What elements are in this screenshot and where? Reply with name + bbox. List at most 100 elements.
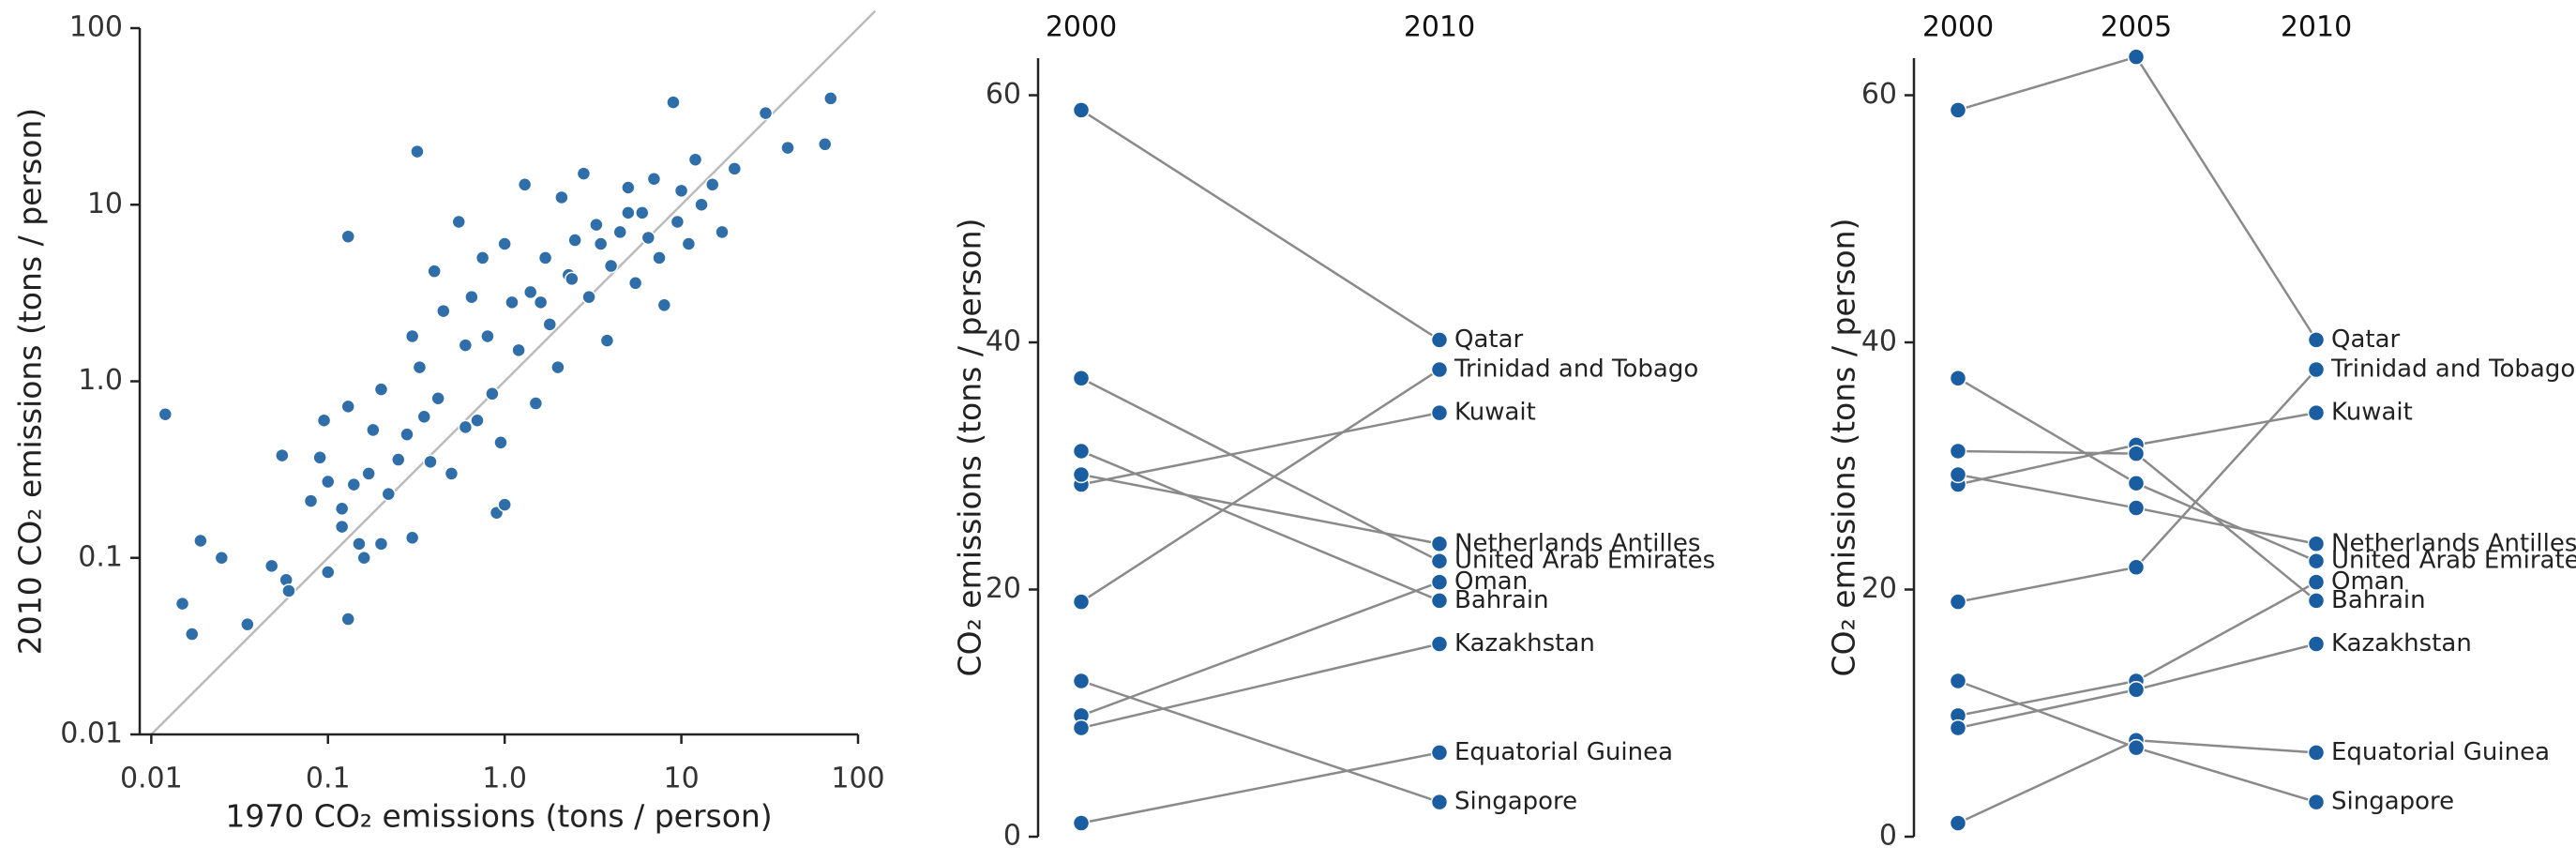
point (2127, 474, 2146, 492)
point (2307, 360, 2326, 379)
point (2307, 403, 2326, 422)
point (2307, 635, 2326, 653)
point (381, 486, 397, 502)
point (635, 205, 650, 220)
point (464, 289, 479, 305)
point (646, 171, 662, 187)
point (1430, 793, 1449, 811)
slope-line (1080, 411, 1440, 486)
slope-line (1080, 679, 1440, 804)
point (410, 144, 425, 159)
point (458, 419, 474, 435)
point (1949, 101, 1967, 119)
series-label: Equatorial Guinea (2331, 738, 2550, 766)
point (1949, 672, 1967, 690)
point (705, 177, 720, 192)
series-label: Bahrain (1454, 586, 1549, 614)
point (240, 616, 255, 632)
slope-line (1957, 55, 2318, 341)
point (589, 217, 604, 233)
point (436, 303, 451, 319)
point (727, 161, 743, 176)
point (1430, 535, 1449, 553)
series-label: Qatar (2331, 325, 2401, 354)
point (303, 493, 319, 508)
series-label: Equatorial Guinea (1454, 738, 1673, 766)
point (312, 450, 327, 465)
series-label: Qatar (1454, 325, 1524, 354)
y-tick-label: 40 (1861, 325, 1897, 358)
series-label: Oman (1454, 567, 1528, 596)
point (533, 295, 549, 310)
point (356, 551, 371, 566)
point (2307, 793, 2326, 811)
point (1430, 635, 1449, 653)
slope-line (1080, 368, 1440, 603)
point (656, 297, 672, 313)
point (264, 558, 279, 574)
point (214, 551, 230, 566)
x-category-label: 2000 (1922, 11, 1994, 44)
point (1072, 814, 1091, 832)
point (340, 229, 355, 244)
point (666, 95, 681, 110)
point (2127, 558, 2146, 577)
point (528, 396, 544, 411)
point (603, 258, 619, 274)
y-tick-label: 40 (986, 325, 1021, 358)
series-label: Kazakhstan (1454, 629, 1595, 658)
point (2307, 573, 2326, 591)
point (2307, 552, 2326, 570)
point (475, 250, 490, 265)
point (316, 413, 332, 429)
x-tick-label: 10 (663, 763, 699, 795)
point (550, 359, 565, 375)
point (275, 447, 290, 463)
point (567, 233, 582, 248)
point (412, 359, 428, 375)
point (1949, 465, 1967, 484)
slope-line (1080, 473, 1440, 545)
series-label: United Arab Emirates (1454, 547, 1715, 575)
y-tick-label: 20 (1861, 572, 1897, 605)
series-label: Kazakhstan (2331, 629, 2472, 658)
point (361, 466, 376, 481)
point (2307, 744, 2326, 762)
point (517, 177, 533, 192)
point (1949, 718, 1967, 737)
point (511, 342, 526, 358)
point (193, 533, 208, 549)
point (321, 565, 336, 580)
y-axis-label: 2010 CO₂ emissions (tons / person) (12, 108, 49, 655)
point (715, 224, 730, 240)
point (430, 390, 445, 406)
point (480, 328, 495, 344)
series-label: Netherlands Antilles (2331, 529, 2576, 557)
point (687, 152, 703, 167)
point (185, 627, 200, 642)
series-label: Singapore (2331, 788, 2454, 816)
point (334, 519, 350, 535)
point (1072, 101, 1091, 119)
point (2127, 48, 2146, 66)
y-tick-label: 0 (1879, 820, 1897, 853)
series-label: United Arab Emirates (2331, 547, 2576, 575)
reference-line (150, 9, 877, 735)
series-label: Trinidad and Tobago (2330, 355, 2575, 384)
series-label: Singapore (1454, 788, 1577, 816)
point (1949, 369, 1967, 387)
x-category-label: 2005 (2101, 11, 2172, 44)
x-category-label: 2000 (1046, 11, 1117, 44)
point (1430, 360, 1449, 379)
point (2307, 535, 2326, 553)
point (1949, 442, 1967, 461)
x-tick-label: 1.0 (482, 763, 527, 795)
point (599, 333, 615, 348)
point (451, 214, 467, 230)
point (427, 264, 442, 279)
slope-line (1080, 109, 1440, 341)
point (1430, 573, 1449, 591)
point (681, 236, 697, 251)
series-label: Kuwait (1454, 399, 1536, 427)
point (1430, 331, 1449, 349)
